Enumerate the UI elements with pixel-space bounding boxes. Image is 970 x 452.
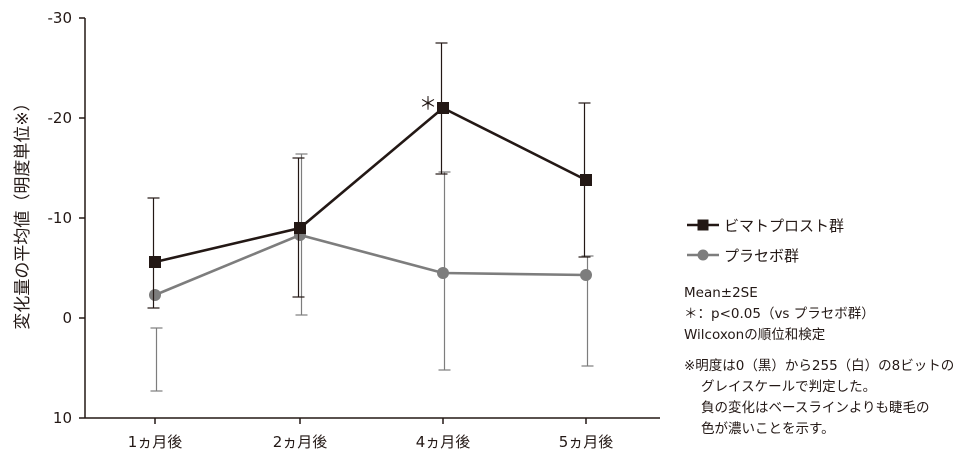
series-line bbox=[154, 233, 587, 297]
y-tick-label: -20 bbox=[48, 109, 73, 127]
series-bimatoprost bbox=[147, 42, 592, 309]
y-tick-label: -10 bbox=[48, 209, 73, 227]
y-axis-title: 変化量の平均値（明度単位※） bbox=[13, 94, 33, 329]
data-point-square bbox=[294, 222, 306, 234]
data-point-circle bbox=[437, 267, 449, 279]
legend: ビマトプロスト群 プラセボ群 bbox=[686, 210, 844, 270]
data-point-square bbox=[580, 174, 592, 186]
legend-label: ビマトプロスト群 bbox=[724, 216, 845, 235]
note-mean-se: Mean±2SE bbox=[684, 285, 758, 301]
data-point-circle bbox=[580, 269, 592, 281]
note-brightness-4: 色が濃いことを示す。 bbox=[701, 421, 835, 437]
note-brightness-3: 負の変化はベースラインよりも睫毛の bbox=[701, 400, 930, 416]
chart-notes: Mean±2SE ＊：p<0.05（vs プラセボ群） Wilcoxonの順位和… bbox=[684, 283, 954, 440]
legend-label: プラセボ群 bbox=[724, 246, 800, 265]
x-tick-label: 1ヵ月後 bbox=[128, 433, 183, 451]
axes: -30 -20 -10 0 10 1ヵ月後 2ヵ月後 4ヵ月後 5ヵ月後 変化量の平均値（明度単位… bbox=[13, 9, 660, 451]
note-significance: ＊：p<0.05（vs プラセボ群） bbox=[684, 306, 875, 322]
note-test: Wilcoxonの順位和検定 bbox=[684, 327, 826, 343]
legend-item-bimatoprost: ビマトプロスト群 bbox=[686, 210, 844, 240]
legend-marker-square bbox=[687, 219, 719, 231]
x-tick-label: 5ヵ月後 bbox=[559, 433, 614, 451]
x-tick-label: 2ヵ月後 bbox=[273, 433, 328, 451]
data-point-square bbox=[437, 102, 449, 114]
legend-item-placebo: プラセボ群 bbox=[686, 240, 844, 270]
note-brightness-2: グレイスケールで判定した。 bbox=[701, 379, 877, 395]
y-tick-label: 0 bbox=[62, 309, 72, 327]
y-tick-label: -30 bbox=[48, 9, 73, 27]
x-tick-label: 4ヵ月後 bbox=[416, 433, 471, 451]
chart: -30 -20 -10 0 10 1ヵ月後 2ヵ月後 4ヵ月後 5ヵ月後 変化量の平均値（明度単位… bbox=[13, 9, 660, 451]
significance-marker: ＊ bbox=[419, 94, 437, 115]
legend-marker-circle bbox=[687, 249, 719, 261]
data-point-square bbox=[149, 256, 161, 268]
note-brightness-1: ※明度は0（黒）から255（白）の8ビットの bbox=[684, 358, 955, 374]
data-point-circle bbox=[149, 289, 161, 301]
series-placebo bbox=[149, 153, 594, 392]
series-line bbox=[154, 106, 587, 264]
plot-area: ＊ bbox=[147, 42, 594, 392]
y-tick-label: 10 bbox=[53, 409, 72, 427]
